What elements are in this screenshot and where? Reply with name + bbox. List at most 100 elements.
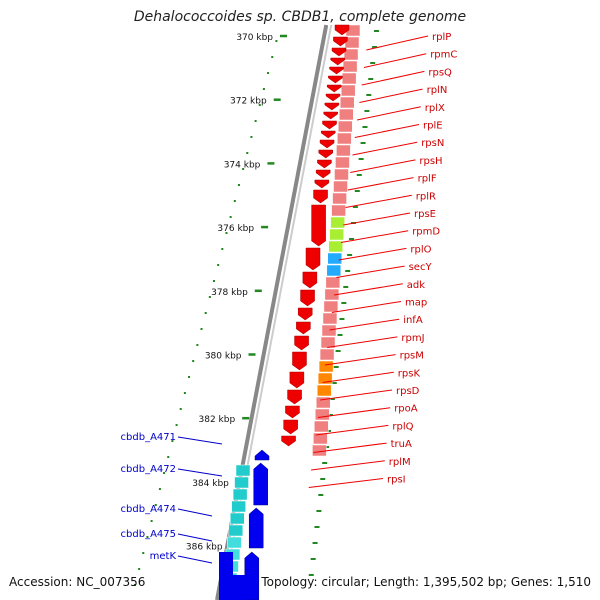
forward-gene-arrow bbox=[311, 204, 326, 247]
scale-dash bbox=[337, 334, 343, 336]
band-segment bbox=[325, 276, 341, 289]
gene-leader-line bbox=[366, 35, 429, 51]
scale-dot bbox=[254, 120, 257, 122]
forward-gene-arrow bbox=[329, 66, 344, 75]
scale-dot bbox=[150, 520, 153, 522]
gene-label-rplM: rplM bbox=[389, 457, 411, 468]
band-segment bbox=[315, 396, 331, 409]
band-segment-lower bbox=[228, 524, 244, 537]
scale-dash bbox=[352, 206, 358, 208]
gene-leader-line bbox=[329, 318, 400, 331]
forward-gene-arrow bbox=[322, 120, 337, 130]
gene-label-rplO: rplO bbox=[410, 244, 431, 255]
gene-leader-line bbox=[354, 124, 420, 138]
gene-label-rplX: rplX bbox=[425, 103, 445, 114]
scale-dash bbox=[335, 350, 341, 352]
forward-gene-arrow bbox=[285, 405, 300, 419]
tick-scale: 370 kbp 372 kbp 374 kbp 376 kbp 378 kbp 380 k… bbox=[133, 30, 379, 586]
gene-track bbox=[219, 24, 350, 600]
gene-leader-line bbox=[177, 436, 223, 445]
gene-leader-line bbox=[338, 247, 407, 261]
band-segment bbox=[342, 60, 358, 73]
tick-label: 382 kbp bbox=[199, 415, 236, 425]
scale-dash bbox=[374, 30, 379, 32]
band-segment bbox=[336, 144, 351, 157]
forward-gene-arrow bbox=[334, 24, 350, 36]
gene-label-rplE: rplE bbox=[423, 121, 443, 132]
forward-gene-arrow bbox=[305, 247, 321, 271]
band-segment bbox=[334, 168, 349, 181]
scale-dash bbox=[310, 558, 316, 560]
genome-summary-text: Topology: circular; Length: 1,395,502 bp… bbox=[261, 575, 591, 589]
gene-label-rpmD: rpmD bbox=[412, 227, 440, 238]
scale-dash bbox=[356, 174, 362, 176]
scale-dot bbox=[242, 168, 245, 170]
scale-dot bbox=[204, 312, 207, 314]
scale-dot bbox=[179, 408, 182, 410]
band-segment bbox=[343, 48, 359, 61]
scale-dot bbox=[146, 536, 149, 538]
reverse-gene-arrow bbox=[244, 551, 260, 600]
band-segment bbox=[341, 72, 357, 85]
forward-gene-arrow bbox=[297, 307, 313, 321]
gene-label-map: map bbox=[405, 298, 427, 309]
gene-leader-line bbox=[315, 424, 389, 436]
band-segment bbox=[340, 84, 356, 97]
gene-label-rplN: rplN bbox=[427, 85, 448, 96]
band-segment bbox=[318, 360, 334, 373]
forward-gene-arrow bbox=[324, 102, 340, 111]
forward-gene-arrow bbox=[294, 335, 309, 351]
scale-dash bbox=[339, 318, 345, 320]
scale-dot bbox=[229, 216, 232, 218]
gene-label-rplF: rplF bbox=[418, 174, 437, 185]
category-band-track bbox=[219, 24, 361, 600]
tick-label: 374 kbp bbox=[224, 160, 261, 170]
forward-gene-arrow bbox=[325, 93, 341, 102]
gene-leader-line bbox=[177, 468, 223, 477]
gene-leader-line bbox=[177, 508, 213, 517]
forward-gene-arrow bbox=[333, 36, 348, 47]
gene-label-rpsE: rpsE bbox=[414, 209, 436, 220]
gene-leader-line bbox=[322, 371, 394, 383]
scale-dot bbox=[200, 328, 203, 330]
gene-label-rplR: rplR bbox=[416, 191, 436, 202]
scale-dash bbox=[333, 366, 339, 368]
scale-dash bbox=[372, 46, 378, 48]
gene-label-rpsK: rpsK bbox=[398, 368, 421, 379]
scale-dash bbox=[314, 526, 320, 528]
reverse-gene-arrow bbox=[253, 462, 268, 506]
scale-dot bbox=[171, 440, 174, 442]
band-segment bbox=[323, 300, 339, 313]
gene-label-adk: adk bbox=[407, 280, 425, 291]
scale-dot bbox=[213, 280, 215, 282]
forward-gene-arrow bbox=[330, 57, 345, 66]
forward-gene-arrow bbox=[289, 371, 305, 389]
scale-dash bbox=[341, 302, 347, 304]
gene-leader-line bbox=[352, 141, 418, 156]
band-segment bbox=[319, 348, 335, 361]
reverse-gene-block bbox=[233, 575, 247, 600]
gene-leader-line bbox=[177, 533, 213, 542]
gene-label-rpsH: rpsH bbox=[419, 156, 442, 167]
gene-label-rpmC: rpmC bbox=[430, 50, 457, 61]
gene-leader-line bbox=[363, 53, 427, 68]
forward-gene-arrow bbox=[318, 149, 333, 159]
band-segment bbox=[333, 180, 348, 193]
scale-dot bbox=[262, 88, 265, 90]
gene-label-cbdb_A471: cbdb_A471 bbox=[121, 432, 176, 443]
forward-gene-arrow bbox=[283, 419, 298, 435]
reverse-gene-block bbox=[219, 552, 233, 600]
band-segment-lower bbox=[229, 512, 245, 525]
scale-dash bbox=[331, 382, 337, 384]
gene-label-cbdb_A474: cbdb_A474 bbox=[121, 504, 176, 515]
forward-gene-arrow bbox=[292, 351, 307, 371]
gene-label-rplP: rplP bbox=[432, 32, 451, 43]
gene-label-infA: infA bbox=[403, 315, 423, 326]
scale-dot bbox=[192, 360, 195, 362]
band-segment-lower bbox=[235, 464, 251, 477]
scale-dot bbox=[167, 456, 170, 458]
band-segment bbox=[337, 132, 352, 145]
forward-gene-arrow bbox=[313, 189, 328, 204]
scale-dash bbox=[362, 126, 368, 128]
gene-label-truA: truA bbox=[391, 439, 412, 450]
